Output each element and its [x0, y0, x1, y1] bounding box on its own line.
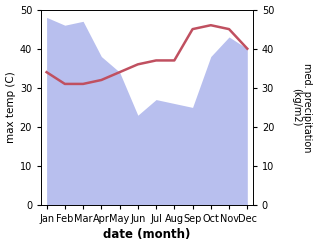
X-axis label: date (month): date (month)	[103, 228, 190, 242]
Y-axis label: max temp (C): max temp (C)	[5, 72, 16, 143]
Y-axis label: med. precipitation
(kg/m2): med. precipitation (kg/m2)	[291, 63, 313, 152]
